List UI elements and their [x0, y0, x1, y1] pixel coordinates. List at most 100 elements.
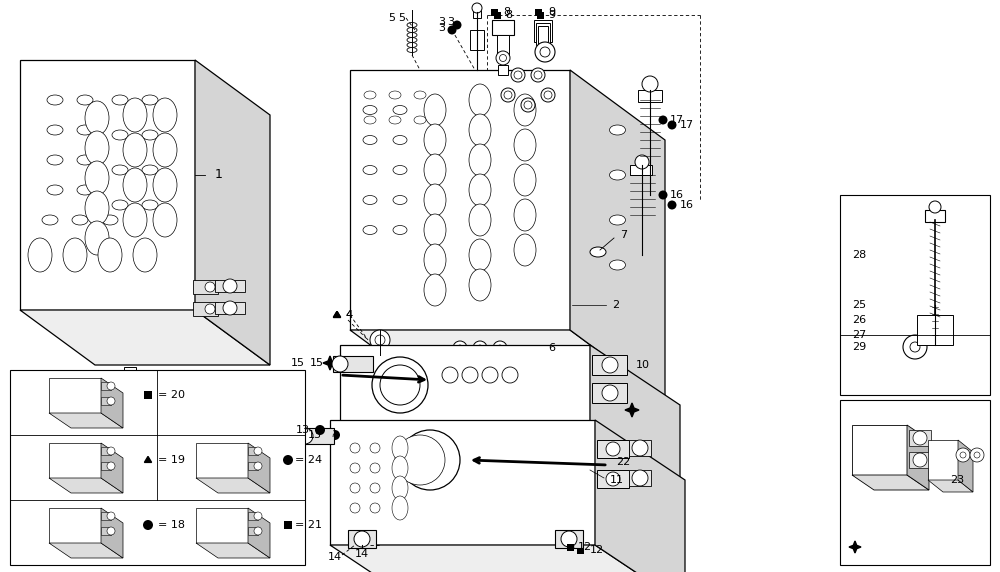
- Bar: [597, 440, 629, 458]
- Bar: [193, 280, 218, 294]
- Ellipse shape: [77, 95, 93, 105]
- Circle shape: [370, 503, 380, 513]
- Circle shape: [632, 470, 648, 486]
- Text: = 24: = 24: [295, 455, 322, 465]
- Polygon shape: [49, 508, 101, 543]
- Circle shape: [254, 462, 262, 470]
- Circle shape: [913, 453, 927, 467]
- Ellipse shape: [469, 114, 491, 146]
- Text: 3: 3: [438, 23, 445, 33]
- Ellipse shape: [407, 27, 417, 33]
- Circle shape: [502, 367, 518, 383]
- Text: 14: 14: [355, 549, 369, 559]
- Text: 17: 17: [680, 120, 694, 130]
- Ellipse shape: [63, 238, 87, 272]
- Polygon shape: [101, 443, 123, 493]
- Bar: [101, 447, 111, 455]
- Bar: [630, 165, 652, 175]
- Text: 15: 15: [291, 358, 305, 368]
- Polygon shape: [196, 478, 270, 493]
- Ellipse shape: [469, 174, 491, 206]
- Circle shape: [124, 381, 136, 393]
- Polygon shape: [928, 440, 958, 480]
- Text: 14: 14: [328, 552, 342, 562]
- Ellipse shape: [85, 191, 109, 225]
- Circle shape: [534, 71, 542, 79]
- Bar: [101, 512, 111, 520]
- Bar: [101, 382, 111, 390]
- Ellipse shape: [407, 47, 417, 53]
- Text: 10: 10: [636, 360, 650, 370]
- Bar: [576, 546, 584, 554]
- Bar: [248, 512, 258, 520]
- Polygon shape: [849, 541, 861, 553]
- Ellipse shape: [514, 164, 536, 196]
- Polygon shape: [625, 403, 639, 417]
- Ellipse shape: [47, 155, 63, 165]
- Bar: [348, 530, 376, 548]
- Ellipse shape: [610, 215, 626, 225]
- Text: 7: 7: [620, 230, 627, 240]
- Ellipse shape: [42, 215, 58, 225]
- Ellipse shape: [469, 239, 491, 271]
- Circle shape: [544, 91, 552, 99]
- Polygon shape: [928, 480, 973, 492]
- Polygon shape: [101, 508, 123, 558]
- Circle shape: [354, 531, 370, 547]
- Polygon shape: [340, 430, 680, 490]
- Ellipse shape: [85, 221, 109, 255]
- Ellipse shape: [142, 165, 158, 175]
- Circle shape: [223, 279, 237, 293]
- Circle shape: [910, 342, 920, 352]
- Bar: [473, 10, 481, 18]
- Bar: [840, 400, 990, 565]
- Ellipse shape: [424, 274, 446, 306]
- Circle shape: [642, 76, 658, 92]
- Text: 16: 16: [670, 190, 684, 200]
- Ellipse shape: [85, 161, 109, 195]
- Polygon shape: [323, 356, 337, 370]
- Ellipse shape: [514, 234, 536, 266]
- Circle shape: [143, 520, 153, 530]
- Circle shape: [602, 357, 618, 373]
- Ellipse shape: [610, 260, 626, 270]
- Polygon shape: [196, 443, 248, 478]
- Bar: [101, 397, 111, 405]
- Ellipse shape: [123, 168, 147, 202]
- Bar: [629, 470, 651, 486]
- Ellipse shape: [153, 168, 177, 202]
- Circle shape: [254, 447, 262, 455]
- Polygon shape: [49, 413, 123, 428]
- Polygon shape: [350, 330, 665, 400]
- Text: 5: 5: [398, 13, 405, 23]
- Circle shape: [535, 42, 555, 62]
- Ellipse shape: [424, 184, 446, 216]
- Text: 8: 8: [505, 10, 512, 20]
- Polygon shape: [20, 310, 270, 365]
- Polygon shape: [958, 440, 973, 492]
- Text: 4: 4: [345, 310, 352, 320]
- Ellipse shape: [424, 244, 446, 276]
- Circle shape: [960, 452, 966, 458]
- Circle shape: [380, 365, 420, 405]
- Circle shape: [541, 88, 555, 102]
- Bar: [470, 30, 484, 50]
- Ellipse shape: [610, 125, 626, 135]
- Circle shape: [350, 443, 360, 453]
- Bar: [296, 428, 334, 444]
- Ellipse shape: [393, 105, 407, 114]
- Circle shape: [521, 98, 535, 112]
- Text: 12: 12: [578, 542, 592, 552]
- Ellipse shape: [77, 185, 93, 195]
- Circle shape: [903, 335, 927, 359]
- Bar: [592, 355, 627, 375]
- Polygon shape: [907, 425, 929, 490]
- Ellipse shape: [414, 116, 426, 124]
- Text: = 20: = 20: [158, 390, 185, 400]
- Bar: [494, 11, 501, 18]
- Text: 16: 16: [680, 200, 694, 210]
- Ellipse shape: [414, 91, 426, 99]
- Bar: [193, 302, 218, 316]
- Ellipse shape: [142, 95, 158, 105]
- Ellipse shape: [424, 154, 446, 186]
